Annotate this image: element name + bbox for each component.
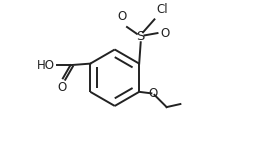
Text: O: O: [118, 10, 127, 23]
Text: S: S: [136, 30, 145, 43]
Text: Cl: Cl: [156, 3, 168, 16]
Text: HO: HO: [37, 59, 55, 72]
Text: O: O: [57, 81, 67, 94]
Text: O: O: [148, 87, 158, 100]
Text: O: O: [160, 27, 170, 40]
